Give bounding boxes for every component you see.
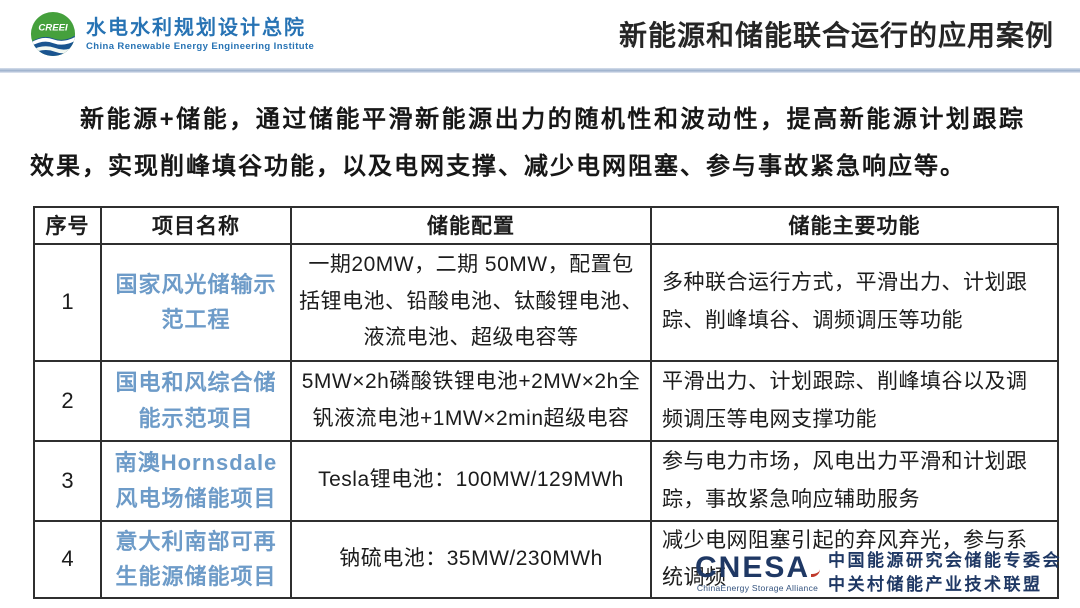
header-divider bbox=[0, 68, 1080, 73]
storage-config: Tesla锂电池：100MW/129MWh bbox=[290, 439, 652, 522]
cnesa-red-swoosh-icon bbox=[811, 568, 820, 577]
cnesa-footer: CNESA ChinaEnergy Storage Alliance 中国能源研… bbox=[695, 549, 1062, 598]
project-name: 国电和风综合储能示范项目 bbox=[100, 359, 292, 442]
slide-header: CREEI 水电水利规划设计总院 China Renewable Energy … bbox=[0, 0, 1080, 68]
col-header-config: 储能配置 bbox=[290, 205, 652, 245]
cnesa-org-names: 中国能源研究会储能专委会 中关村储能产业技术联盟 bbox=[828, 549, 1062, 598]
project-name: 意大利南部可再生能源储能项目 bbox=[100, 519, 292, 600]
row-index: 1 bbox=[33, 242, 102, 362]
table-row: 1 国家风光储输示范工程 一期20MW，二期 50MW，配置包括锂电池、铅酸电池… bbox=[33, 242, 1059, 362]
table-row: 3 南澳Hornsdale风电场储能项目 Tesla锂电池：100MW/129M… bbox=[33, 439, 1059, 522]
storage-function: 参与电力市场，风电出力平滑和计划跟踪，事故紧急响应辅助服务 bbox=[650, 439, 1059, 522]
page-title: 新能源和储能联合运行的应用案例 bbox=[618, 20, 1054, 51]
storage-function: 减少电网阻塞引起的弃风弃光，参与系统调频 bbox=[650, 519, 1059, 600]
cnesa-org-line2: 中关村储能产业技术联盟 bbox=[828, 575, 1043, 595]
case-table: 序号 项目名称 储能配置 储能主要功能 1 国家风光储输示范工程 一期20MW，… bbox=[33, 205, 1059, 600]
cnesa-logo: CNESA ChinaEnergy Storage Alliance bbox=[694, 550, 820, 593]
project-name: 国家风光储输示范工程 bbox=[100, 242, 292, 362]
svg-text:CREEI: CREEI bbox=[38, 23, 68, 34]
org-name-en: China Renewable Energy Engineering Insti… bbox=[86, 40, 315, 52]
table-header-row: 序号 项目名称 储能配置 储能主要功能 bbox=[33, 205, 1059, 245]
creei-brand: CREEI 水电水利规划设计总院 China Renewable Energy … bbox=[30, 11, 314, 57]
cnesa-wordmark: CNESA bbox=[694, 550, 810, 584]
storage-config: 5MW×2h磷酸铁锂电池+2MW×2h全钒液流电池+1MW×2min超级电容 bbox=[290, 359, 652, 442]
table-row: 2 国电和风综合储能示范项目 5MW×2h磷酸铁锂电池+2MW×2h全钒液流电池… bbox=[33, 359, 1059, 442]
storage-config: 钠硫电池：35MW/230MWh bbox=[290, 519, 652, 600]
project-name: 南澳Hornsdale风电场储能项目 bbox=[100, 439, 292, 522]
col-header-function: 储能主要功能 bbox=[650, 205, 1059, 245]
cnesa-org-line1: 中国能源研究会储能专委会 bbox=[828, 550, 1062, 570]
storage-function: 多种联合运行方式，平滑出力、计划跟踪、削峰填谷、调频调压等功能 bbox=[650, 242, 1059, 362]
row-index: 2 bbox=[33, 359, 102, 442]
storage-config: 一期20MW，二期 50MW，配置包括锂电池、铅酸电池、钛酸锂电池、液流电池、超… bbox=[290, 242, 652, 362]
creei-logo-icon: CREEI bbox=[30, 11, 76, 57]
row-index: 3 bbox=[33, 439, 102, 522]
col-header-project: 项目名称 bbox=[100, 205, 292, 245]
intro-paragraph: 新能源+储能，通过储能平滑新能源出力的随机性和波动性，提高新能源计划跟踪效果，实… bbox=[30, 106, 1025, 180]
storage-function: 平滑出力、计划跟踪、削峰填谷以及调频调压等电网支撑功能 bbox=[650, 359, 1059, 442]
creei-brand-text: 水电水利规划设计总院 China Renewable Energy Engine… bbox=[86, 17, 314, 52]
org-name-cn: 水电水利规划设计总院 bbox=[86, 16, 306, 39]
row-index: 4 bbox=[33, 519, 102, 600]
col-header-index: 序号 bbox=[33, 205, 102, 245]
cnesa-subtitle: ChinaEnergy Storage Alliance bbox=[696, 582, 819, 593]
table-row: 4 意大利南部可再生能源储能项目 钠硫电池：35MW/230MWh 减少电网阻塞… bbox=[33, 519, 1059, 600]
